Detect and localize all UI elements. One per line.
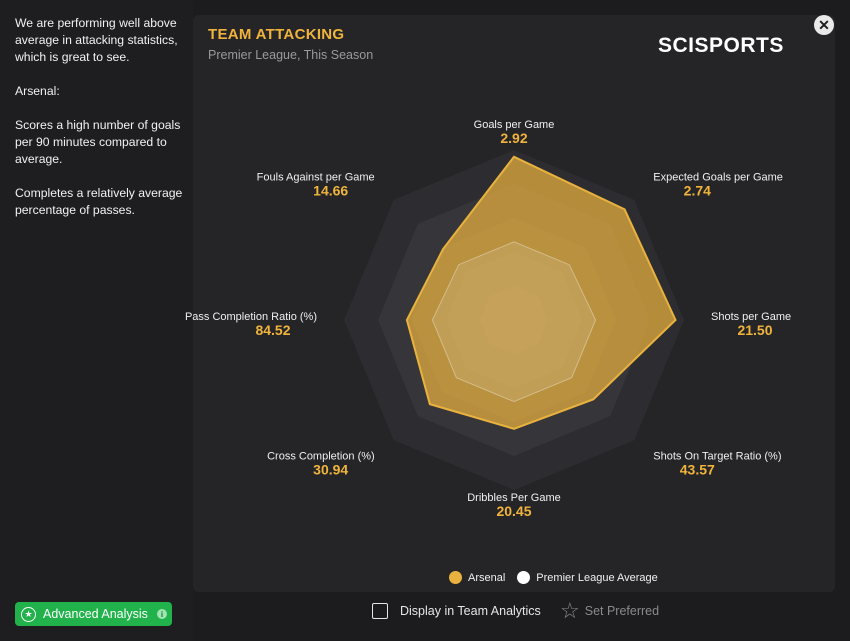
- display-in-team-analytics-toggle[interactable]: Display in Team Analytics: [372, 603, 541, 619]
- set-preferred-button[interactable]: ☆ Set Preferred: [560, 600, 659, 622]
- axis-label: Cross Completion (%): [267, 450, 375, 462]
- star-badge-icon: ★: [21, 606, 36, 622]
- panel-title: TEAM ATTACKING: [208, 26, 345, 43]
- axis-label: Pass Completion Ratio (%): [185, 311, 317, 323]
- close-icon: ✕: [818, 17, 830, 33]
- axis-label: Expected Goals per Game: [653, 172, 783, 184]
- legend-dot-average: [517, 571, 531, 584]
- axis-value: 21.50: [737, 322, 772, 338]
- axis-value: 2.92: [500, 130, 527, 146]
- insight-text: We are performing well above average in …: [15, 15, 190, 236]
- axis-value: 14.66: [313, 183, 348, 199]
- axis-value: 2.74: [684, 183, 711, 199]
- scisports-logo: SCISPORTS: [658, 34, 784, 57]
- axis-label: Shots per Game: [711, 311, 791, 323]
- insight-paragraph: We are performing well above average in …: [15, 16, 178, 64]
- axis-label: Fouls Against per Game: [257, 172, 375, 184]
- star-icon: ☆: [560, 598, 580, 623]
- chart-legend: Arsenal Premier League Average: [449, 571, 670, 584]
- axis-value: 30.94: [313, 461, 348, 477]
- axis-value: 20.45: [496, 503, 531, 519]
- legend-item-average: Premier League Average: [517, 571, 658, 584]
- axis-value: 84.52: [255, 322, 290, 338]
- axis-value: 43.57: [680, 461, 715, 477]
- insight-panel: We are performing well above average in …: [0, 0, 193, 641]
- axis-label: Dribbles Per Game: [467, 492, 561, 504]
- advanced-analysis-button[interactable]: ★ Advanced Analysis i: [15, 602, 172, 626]
- insight-paragraph: Completes a relatively average percentag…: [15, 186, 183, 217]
- axis-label: Goals per Game: [474, 119, 555, 131]
- axis-label: Shots On Target Ratio (%): [653, 450, 781, 462]
- insight-paragraph: Arsenal:: [15, 84, 60, 98]
- close-button[interactable]: ✕: [814, 15, 834, 35]
- advanced-analysis-label: Advanced Analysis: [43, 607, 148, 621]
- panel-subtitle: Premier League, This Season: [208, 48, 374, 62]
- series-polygon-average: [431, 241, 597, 403]
- series-polygon-arsenal: [405, 155, 677, 430]
- display-in-team-analytics-label: Display in Team Analytics: [400, 604, 541, 618]
- legend-label: Arsenal: [468, 571, 506, 584]
- set-preferred-label: Set Preferred: [584, 604, 660, 618]
- insight-paragraph: Scores a high number of goals per 90 min…: [15, 118, 181, 166]
- legend-dot-arsenal: [449, 571, 462, 584]
- legend-label: Premier League Average: [536, 571, 658, 584]
- legend-item-arsenal: Arsenal: [449, 571, 505, 584]
- info-icon[interactable]: i: [156, 609, 167, 619]
- checkbox[interactable]: [372, 603, 388, 619]
